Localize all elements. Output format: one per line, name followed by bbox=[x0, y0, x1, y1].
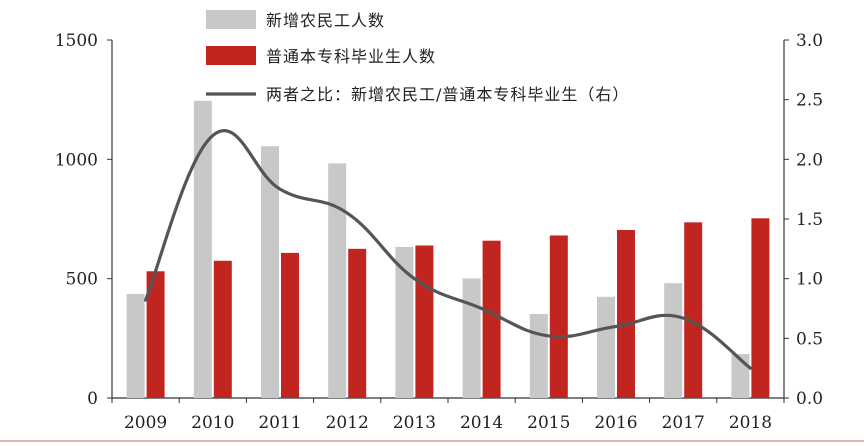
legend-swatch bbox=[206, 46, 256, 65]
bar-graduates bbox=[617, 229, 635, 398]
x-tick-label: 2017 bbox=[662, 413, 705, 433]
bar-graduates bbox=[146, 271, 165, 398]
legend-label: 普通本专科毕业生人数 bbox=[266, 47, 436, 66]
left-tick-label: 1500 bbox=[55, 31, 98, 51]
left-tick-label: 1000 bbox=[55, 150, 98, 170]
bar-graduates bbox=[348, 248, 367, 398]
left-tick-label: 500 bbox=[66, 270, 98, 290]
bar-graduates bbox=[482, 240, 501, 398]
right-tick-label: 2.5 bbox=[796, 91, 823, 111]
legend-swatch bbox=[206, 10, 256, 29]
bar-graduates bbox=[281, 252, 299, 398]
bar-graduates bbox=[213, 260, 232, 398]
bar-new-migrant-workers bbox=[664, 283, 683, 398]
right-tick-label: 3.0 bbox=[796, 31, 823, 51]
x-tick-label: 2014 bbox=[460, 413, 503, 433]
bar-new-migrant-workers bbox=[126, 293, 145, 398]
bar-graduates bbox=[751, 218, 770, 398]
bar-new-migrant-workers bbox=[529, 313, 548, 398]
ratio-line bbox=[144, 129, 752, 370]
left-tick-label: 0 bbox=[87, 389, 98, 409]
x-tick-label: 2011 bbox=[258, 413, 301, 433]
bar-graduates bbox=[684, 222, 703, 398]
bar-new-migrant-workers bbox=[261, 146, 279, 398]
bar-new-migrant-workers bbox=[462, 278, 481, 398]
bars bbox=[126, 100, 770, 399]
bar-new-migrant-workers bbox=[193, 100, 212, 399]
right-tick-label: 1.5 bbox=[796, 210, 823, 230]
legend-label: 新增农民工人数 bbox=[266, 11, 385, 30]
right-tick-label: 0.0 bbox=[796, 389, 823, 409]
right-tick-label: 0.5 bbox=[796, 329, 823, 349]
bar-graduates bbox=[415, 245, 434, 398]
bar-new-migrant-workers bbox=[597, 296, 615, 398]
bar-new-migrant-workers bbox=[328, 163, 347, 398]
bar-new-migrant-workers bbox=[395, 246, 414, 398]
x-tick-label: 2015 bbox=[527, 413, 570, 433]
x-tick-label: 2009 bbox=[124, 413, 167, 433]
ratio-line-path bbox=[144, 129, 752, 370]
x-tick-label: 2010 bbox=[191, 413, 234, 433]
bar-graduates bbox=[549, 235, 568, 398]
x-tick-label: 2012 bbox=[326, 413, 369, 433]
bottom-border bbox=[0, 440, 864, 442]
x-tick-label: 2016 bbox=[594, 413, 637, 433]
legend-label: 两者之比：新增农民工/普通本专科毕业生（右） bbox=[266, 85, 629, 104]
x-tick-label: 2018 bbox=[729, 413, 772, 433]
x-tick-label: 2013 bbox=[393, 413, 436, 433]
axes: 0 500 1000 1500 0.0 0.5 1.0 1.5 2.0 2.5 3.0 2009 201… bbox=[55, 31, 823, 433]
right-tick-label: 2.0 bbox=[796, 150, 823, 170]
right-tick-label: 1.0 bbox=[796, 270, 823, 290]
